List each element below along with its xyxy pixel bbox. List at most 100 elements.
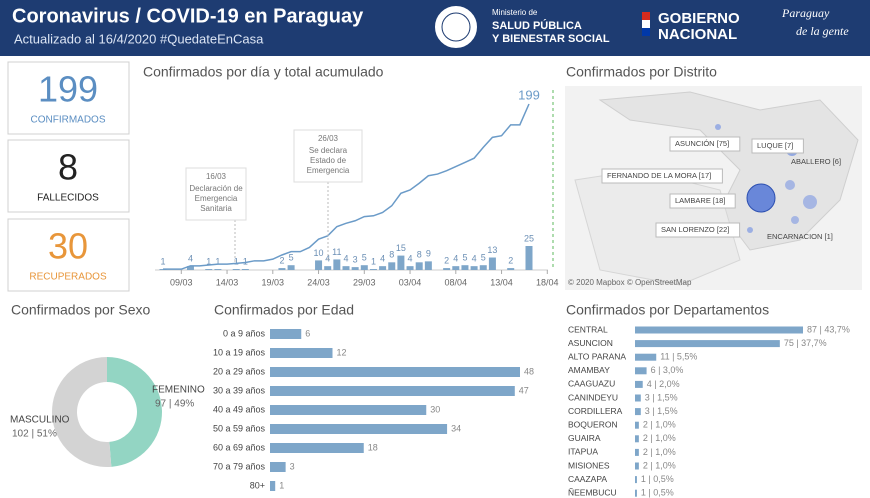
map-label: ABALLERO [6] — [791, 157, 841, 166]
bar-label: 4 — [472, 254, 477, 264]
title: Coronavirus / COVID-19 en Paraguay — [12, 5, 364, 27]
bar — [415, 262, 423, 270]
bar — [388, 262, 396, 270]
kpi-label: RECUPERADOS — [29, 272, 107, 283]
chart-title: Confirmados por día y total acumulado — [143, 64, 384, 80]
bar — [635, 476, 637, 484]
gov-line: NACIONAL — [658, 26, 737, 43]
map-label-box — [751, 138, 804, 154]
bar — [443, 268, 451, 270]
kpi-label: FALLECIDOS — [37, 193, 99, 204]
x-tick-label: 13/04 — [490, 277, 513, 287]
map-label: FERNANDO DE LA MORA [17] — [607, 171, 711, 180]
category-label: CAAGUAZU — [568, 379, 615, 389]
bar-value: 1 | 0,5% — [641, 474, 674, 484]
bar-value: 75 | 37,7% — [784, 338, 827, 348]
slice-name: FEMENINO — [152, 385, 205, 396]
category-label: 0 a 9 años — [223, 328, 266, 338]
bar — [270, 348, 333, 358]
bar — [635, 394, 641, 402]
map-title: Confirmados por Distrito — [566, 64, 717, 80]
category-label: 10 a 19 años — [213, 347, 266, 357]
bar — [270, 386, 515, 396]
category-label: 30 a 39 años — [213, 385, 266, 395]
map-bubble — [791, 216, 799, 224]
bar-label: 13 — [487, 245, 497, 255]
annotation-text: Declaración de — [189, 184, 243, 193]
bar-label: 9 — [426, 249, 431, 259]
slogan: de la gente — [796, 24, 849, 38]
bar — [270, 443, 364, 453]
bar-label: 5 — [362, 253, 367, 263]
bar — [333, 259, 341, 270]
category-label: MISIONES — [568, 460, 610, 470]
bar-label: 1 — [160, 256, 165, 266]
slice-value: 97 | 49% — [155, 399, 194, 410]
x-tick-label: 08/04 — [445, 277, 468, 287]
kpi-label: CONFIRMADOS — [31, 115, 106, 126]
bar-label: 4 — [188, 254, 193, 264]
category-label: CORDILLERA — [568, 406, 623, 416]
map-label-box — [601, 168, 723, 184]
x-tick-label: 09/03 — [170, 277, 193, 287]
annotation-text: Sanitaria — [200, 204, 232, 213]
map-label: LUQUE [7] — [757, 141, 793, 150]
ministry-line: Ministerio de — [492, 8, 538, 17]
bar-value: 34 — [451, 423, 461, 433]
bar-value: 2 | 1,0% — [643, 460, 676, 470]
bar-value: 12 — [337, 347, 347, 357]
bar — [315, 260, 323, 270]
x-tick-label: 29/03 — [353, 277, 376, 287]
map-label: LAMBARE [18] — [675, 196, 725, 205]
annotation-text: Estado de — [310, 156, 347, 165]
annotation-date: 26/03 — [318, 134, 339, 143]
flag-white — [642, 20, 650, 28]
map-bubble — [747, 227, 753, 233]
bar-label: 4 — [408, 254, 413, 264]
category-label: 60 a 69 años — [213, 442, 266, 452]
chart-title: Confirmados por Departamentos — [566, 302, 769, 318]
category-label: BOQUERON — [568, 419, 618, 429]
category-label: 50 a 59 años — [213, 423, 266, 433]
annotation-text: Se declara — [309, 146, 348, 155]
bar — [278, 268, 286, 270]
bar-label: 1 — [215, 256, 220, 266]
bar — [232, 269, 240, 270]
bar-label: 1 — [206, 256, 211, 266]
seal-inner — [441, 12, 471, 42]
category-label: ITAPUA — [568, 447, 598, 457]
map-bubble — [715, 124, 721, 130]
bar — [351, 267, 359, 270]
bar — [287, 265, 295, 270]
map-label: ENCARNACION [1] — [767, 232, 833, 241]
map-bubble — [785, 180, 795, 190]
bar-label: 4 — [343, 254, 348, 264]
donut-slice — [51, 357, 112, 467]
bar — [397, 255, 405, 270]
bar-label: 1 — [243, 256, 248, 266]
category-label: AMAMBAY — [568, 365, 610, 375]
category-label: 70 a 79 años — [213, 461, 266, 471]
map-bubble — [746, 183, 776, 213]
bar-value: 11 | 5,5% — [660, 352, 697, 362]
category-label: ÑEEMBUCU — [568, 487, 617, 497]
bar-value: 6 | 3,0% — [651, 365, 684, 375]
bar-value: 4 | 2,0% — [647, 379, 680, 389]
bar-label: 8 — [389, 250, 394, 260]
bar — [342, 266, 350, 270]
bar — [369, 269, 377, 270]
bar — [241, 269, 249, 270]
kpi-box — [7, 61, 130, 135]
bar — [461, 265, 469, 270]
kpi-box — [7, 139, 130, 213]
slice-name: MASCULINO — [10, 415, 70, 426]
bar-label: 15 — [396, 243, 406, 253]
kpi-box — [7, 218, 130, 292]
category-label: CAAZAPA — [568, 474, 607, 484]
bar-value: 3 | 1,5% — [645, 392, 678, 402]
bar — [406, 266, 414, 270]
donut-slice — [107, 357, 162, 467]
bar — [635, 489, 637, 497]
bar — [360, 265, 368, 270]
